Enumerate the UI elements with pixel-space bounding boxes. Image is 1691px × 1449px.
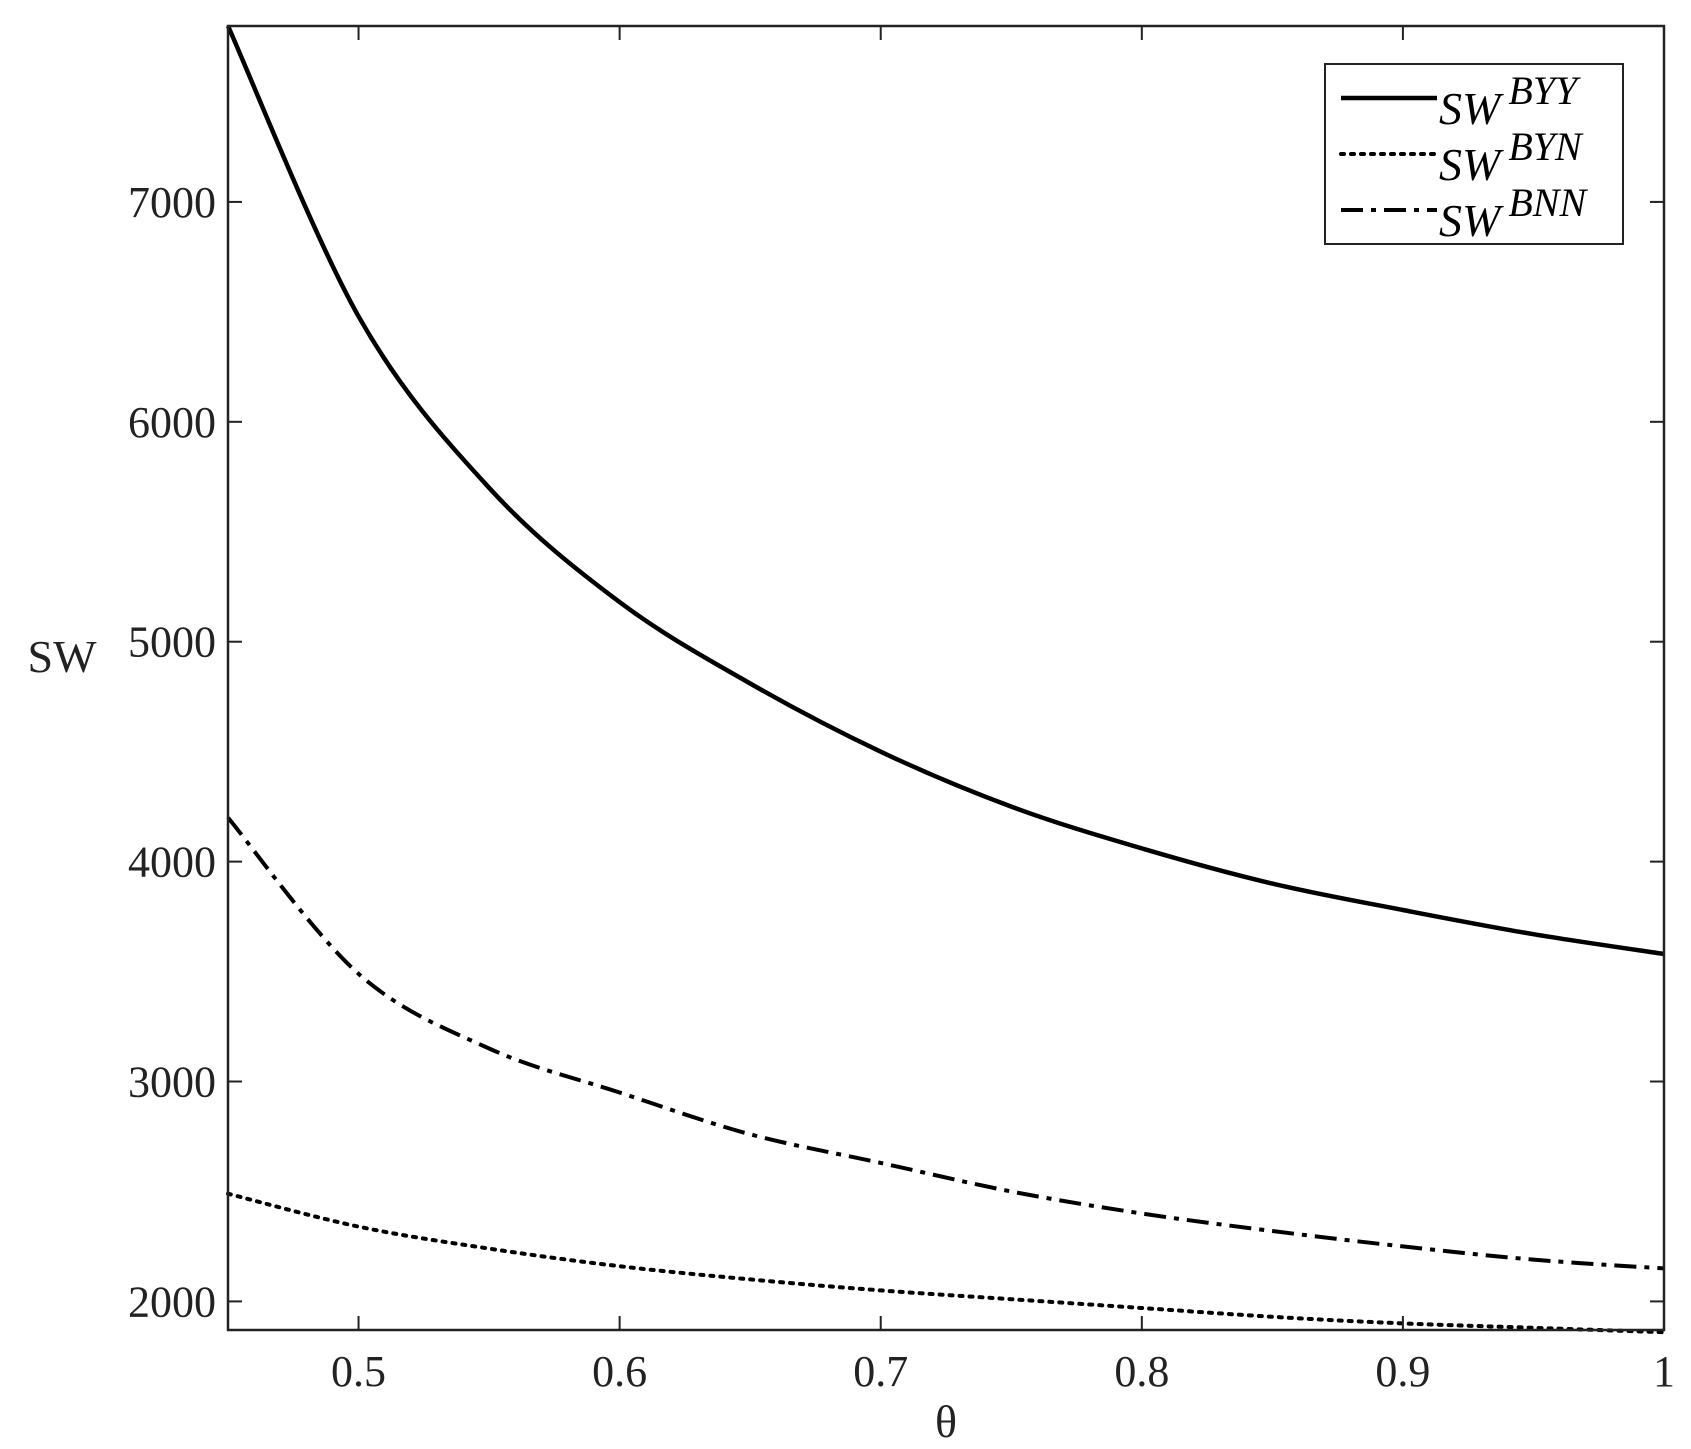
legend-label-bnn: SW BNN (1439, 180, 1588, 246)
y-axis-label: SW (28, 631, 98, 682)
x-tick-label: 0.8 (1114, 1347, 1169, 1396)
legend-label-base: SW (1439, 83, 1504, 134)
y-tick-label: 4000 (128, 838, 216, 887)
y-tick-label: 7000 (128, 178, 216, 227)
series-line-byy (225, 25, 1665, 957)
y-tick-label: 3000 (128, 1058, 216, 1107)
plot-frame (226, 24, 1666, 1332)
y-axis: 2000 3000 4000 5000 6000 7000 (128, 178, 1664, 1326)
x-axis: 0.5 0.6 0.7 0.8 0.9 1 (331, 26, 1675, 1396)
legend-label-superscript: BYN (1508, 124, 1584, 169)
legend-label-base: SW (1439, 195, 1504, 246)
legend-label-superscript: BYY (1508, 68, 1581, 113)
legend-label-base: SW (1439, 139, 1504, 190)
y-tick-label: 6000 (128, 398, 216, 447)
x-tick-label: 0.9 (1375, 1347, 1430, 1396)
legend-label-byy: SW BYY (1439, 68, 1581, 134)
x-tick-label: 1 (1653, 1347, 1675, 1396)
plot-lines (225, 25, 1666, 1335)
x-tick-label: 0.5 (331, 1347, 386, 1396)
legend-label-byn: SW BYN (1439, 124, 1584, 190)
x-tick-label: 0.7 (853, 1347, 908, 1396)
legend-label-superscript: BNN (1508, 180, 1588, 225)
series-line-bnn (226, 816, 1665, 1271)
y-tick-label: 2000 (128, 1277, 216, 1326)
x-axis-label: θ (935, 1396, 957, 1447)
series-line-byn (226, 1191, 1666, 1335)
y-tick-label: 5000 (128, 618, 216, 667)
x-tick-label: 0.6 (592, 1347, 647, 1396)
